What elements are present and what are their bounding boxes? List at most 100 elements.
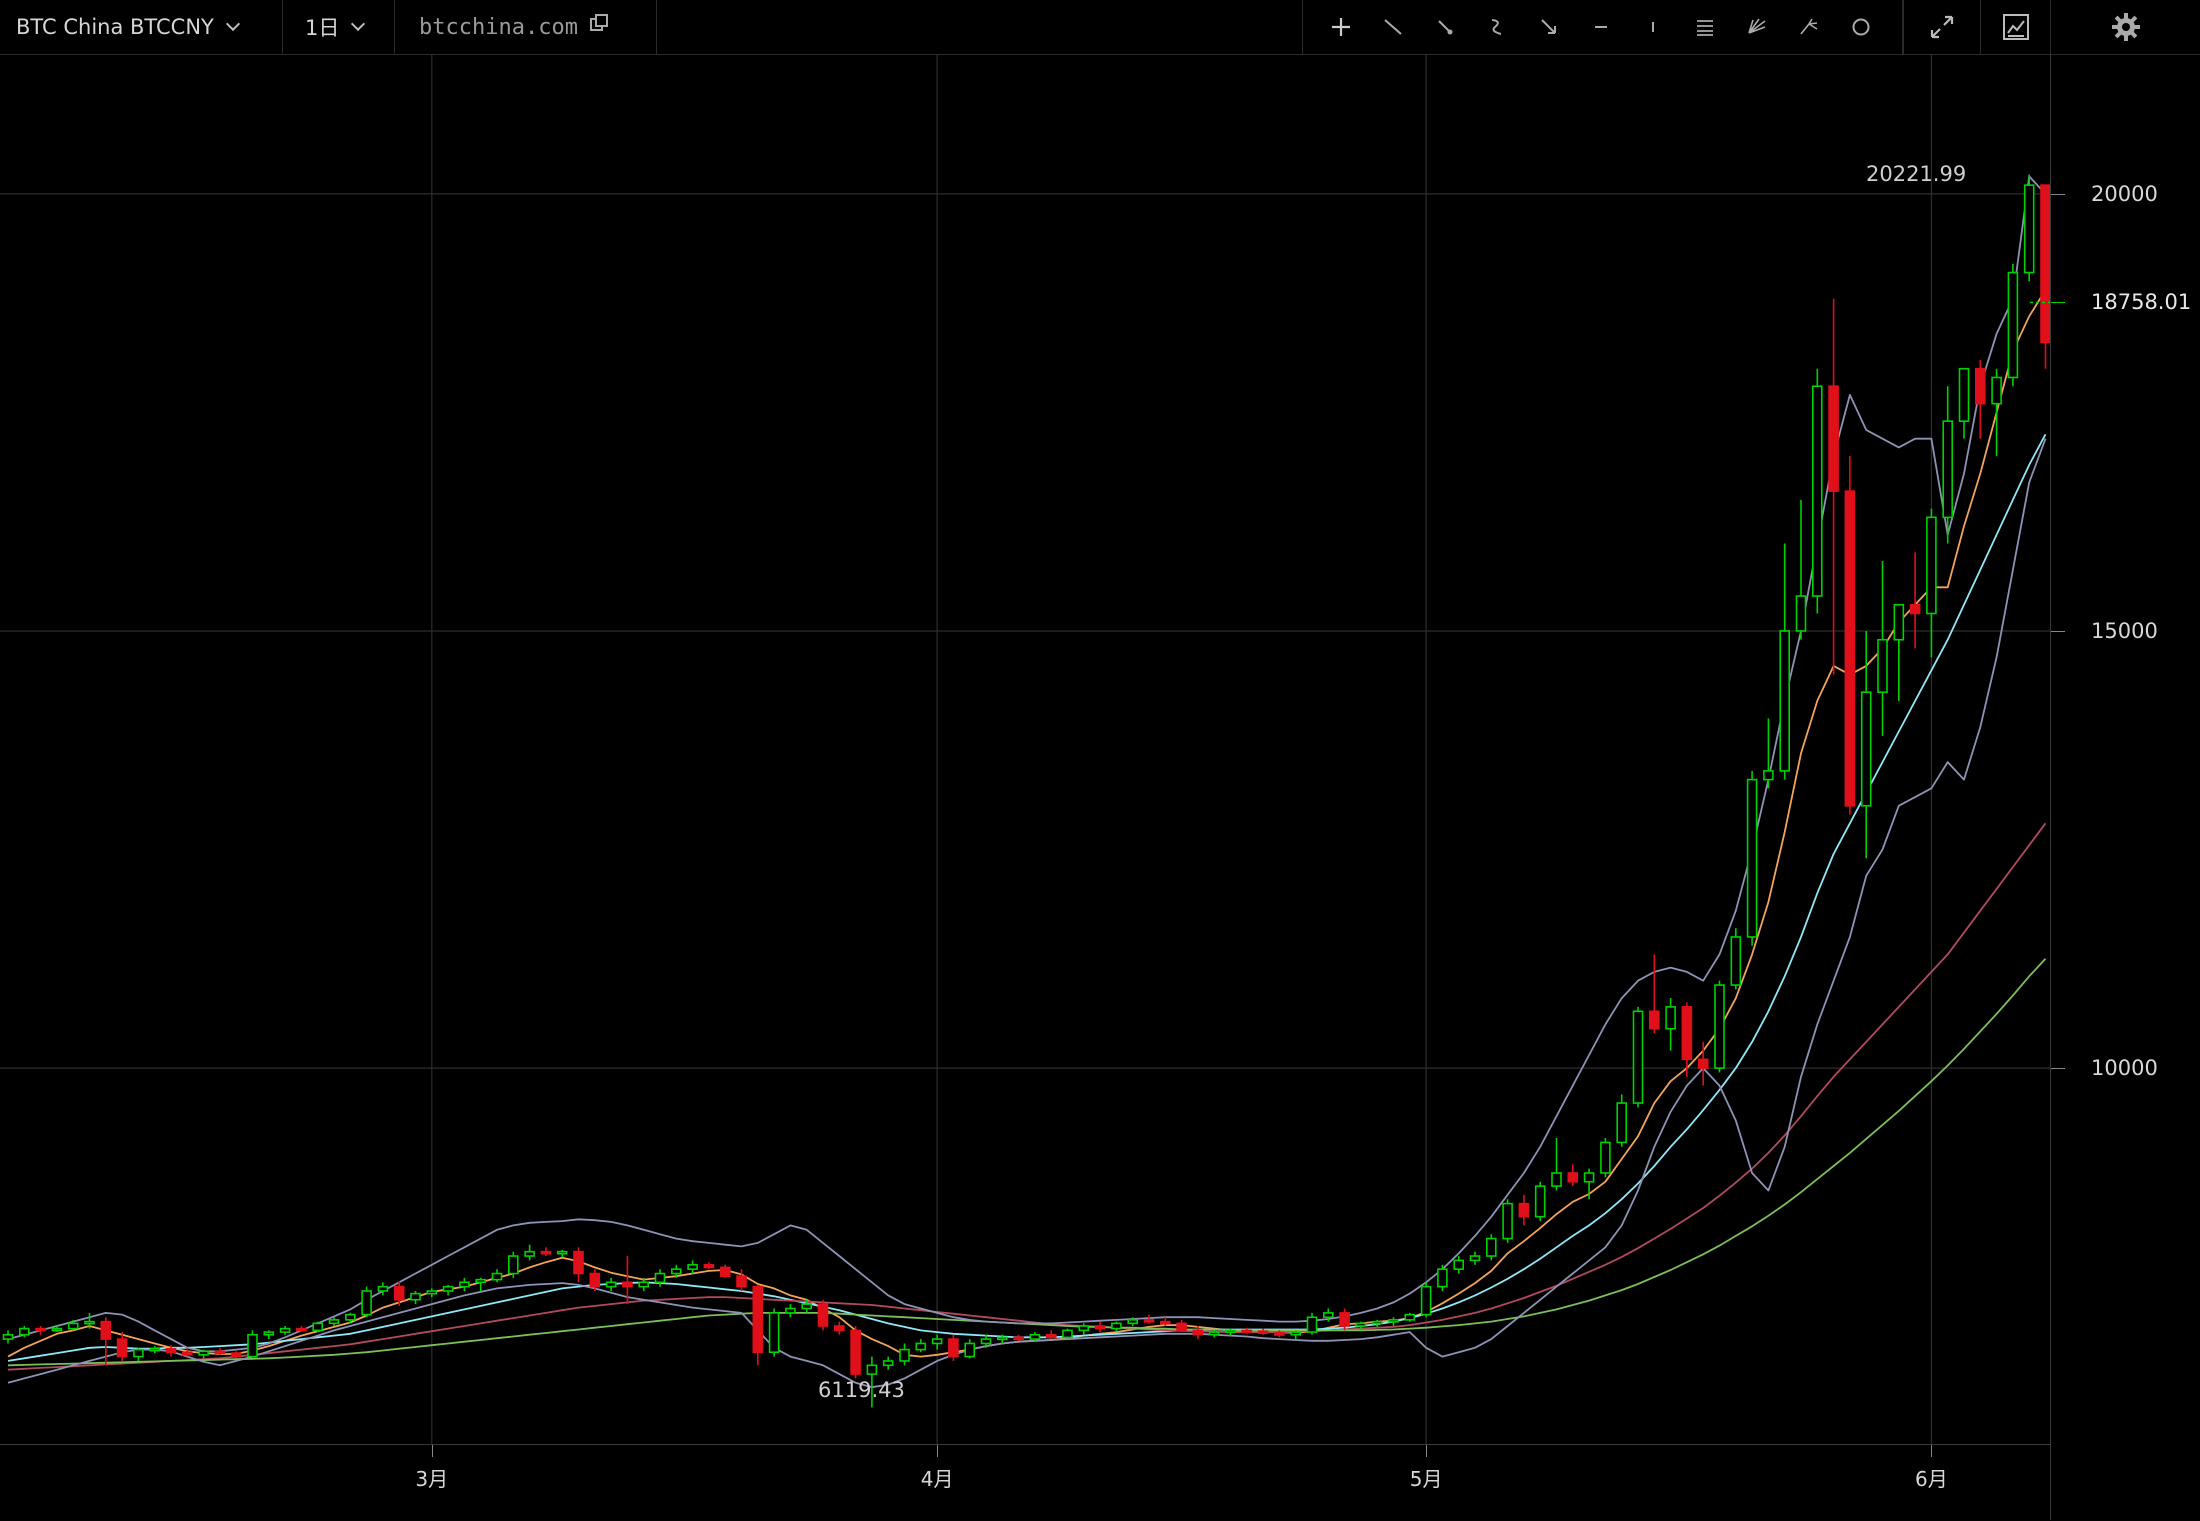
time-label: 5月 xyxy=(1409,1467,1443,1491)
settings-button[interactable] xyxy=(2051,0,2200,54)
candle xyxy=(133,1347,144,1361)
candle xyxy=(149,1346,160,1354)
candle xyxy=(1746,770,1758,946)
fullscreen-icon xyxy=(1930,15,1954,39)
candle xyxy=(687,1260,698,1274)
candle xyxy=(459,1277,470,1292)
candle xyxy=(1469,1251,1481,1265)
fan-tool[interactable] xyxy=(1731,0,1783,54)
trend-line-icon xyxy=(1384,19,1402,35)
trend-line-tool[interactable] xyxy=(1367,0,1419,54)
candle xyxy=(18,1325,30,1338)
candle xyxy=(2,1330,14,1344)
time-axis[interactable]: 3月 4月 5月 6月 xyxy=(0,1444,2050,1521)
time-tick xyxy=(1426,1445,1428,1457)
price-label: 15000 xyxy=(2091,618,2158,643)
indicator-button[interactable] xyxy=(1981,0,2051,54)
series-line-ma5 xyxy=(7,289,2047,1358)
time-label: 6月 xyxy=(1915,1467,1948,1491)
crosshair-tool[interactable] xyxy=(1315,0,1367,54)
candle xyxy=(1665,998,1676,1051)
time-tick xyxy=(431,1445,433,1457)
candle xyxy=(377,1282,389,1296)
candle xyxy=(1453,1256,1464,1274)
candle xyxy=(703,1262,715,1270)
candle xyxy=(35,1325,46,1335)
candle xyxy=(1991,368,2002,457)
candle xyxy=(964,1339,976,1359)
candle xyxy=(931,1334,943,1350)
candle xyxy=(654,1269,666,1287)
brush-tool[interactable] xyxy=(1419,0,1471,54)
candle xyxy=(1241,1327,1253,1334)
fullscreen-button[interactable] xyxy=(1903,0,1981,54)
price-chart[interactable] xyxy=(0,54,2050,1444)
candle xyxy=(1877,561,1888,736)
candle xyxy=(817,1299,829,1331)
candle xyxy=(1844,456,1856,815)
candle xyxy=(328,1317,340,1326)
candle xyxy=(1926,508,1937,658)
crosshair-icon xyxy=(1332,18,1350,36)
candle xyxy=(899,1343,910,1366)
candle xyxy=(1860,630,1872,859)
high-annotation: 20221.99 xyxy=(1866,162,1967,186)
candle xyxy=(1975,359,1986,439)
candle xyxy=(1909,552,1921,649)
candle xyxy=(1208,1330,1220,1338)
candle xyxy=(1616,1094,1627,1147)
channel-tool[interactable] xyxy=(1679,0,1731,54)
source-link[interactable]: btcchina.com xyxy=(395,0,657,54)
candle xyxy=(1094,1321,1106,1333)
candle xyxy=(1795,499,1807,640)
indicator-icon xyxy=(2002,14,2029,40)
candle xyxy=(116,1332,128,1361)
candle xyxy=(1812,368,1823,614)
candle xyxy=(1013,1334,1024,1341)
arrow-tool[interactable] xyxy=(1523,0,1575,54)
curve-tool[interactable] xyxy=(1471,0,1523,54)
candle xyxy=(540,1247,552,1257)
candle xyxy=(1518,1194,1530,1226)
last-price-tick xyxy=(2051,302,2065,304)
candle xyxy=(1828,298,1839,675)
candle xyxy=(344,1312,356,1324)
candle xyxy=(1779,543,1790,780)
symbol-selector[interactable]: BTC China BTCCNY xyxy=(0,0,283,54)
circle-tool[interactable] xyxy=(1835,0,1887,54)
candle xyxy=(475,1277,487,1292)
price-label: 10000 xyxy=(2091,1056,2158,1081)
horizontal-line-tool[interactable] xyxy=(1575,0,1627,54)
interval-selector[interactable]: 1日 xyxy=(283,0,395,54)
candle xyxy=(84,1312,95,1329)
candle xyxy=(1306,1312,1318,1335)
series-line-ma20 xyxy=(7,822,2047,1371)
candle xyxy=(1551,1138,1562,1191)
candle xyxy=(556,1249,568,1257)
candle xyxy=(2040,184,2050,369)
candle xyxy=(1045,1330,1057,1340)
candle xyxy=(1323,1308,1334,1322)
candle xyxy=(1339,1308,1350,1331)
candle xyxy=(1534,1181,1546,1222)
candle xyxy=(1127,1317,1138,1326)
candle xyxy=(1649,954,1660,1034)
candle xyxy=(850,1325,861,1379)
candle xyxy=(719,1264,731,1278)
candle xyxy=(801,1299,813,1313)
price-tick xyxy=(2051,1068,2065,1070)
candle xyxy=(1486,1234,1497,1261)
candle xyxy=(491,1269,503,1283)
candle xyxy=(2023,174,2035,282)
candle xyxy=(1355,1321,1367,1331)
candle xyxy=(263,1330,275,1340)
pitchfork-tool[interactable] xyxy=(1783,0,1835,54)
source-label: btcchina.com xyxy=(419,14,578,40)
price-axis[interactable]: 20000 15000 10000 18758.01 xyxy=(2050,54,2200,1520)
candle xyxy=(1437,1264,1448,1292)
candle xyxy=(573,1247,584,1283)
candle xyxy=(866,1356,878,1408)
candle xyxy=(1681,1002,1693,1077)
vertical-line-tool[interactable] xyxy=(1627,0,1679,54)
series-line-boll-dn xyxy=(7,438,2047,1389)
